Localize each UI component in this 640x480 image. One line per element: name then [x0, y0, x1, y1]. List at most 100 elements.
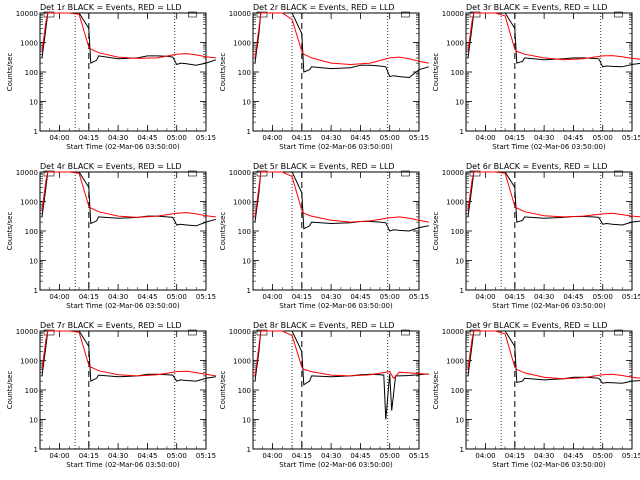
- x-tick-label: 05:15: [409, 134, 429, 142]
- y-tick-label: 1: [247, 446, 251, 454]
- y-tick-label: 10: [242, 99, 251, 107]
- panel-9: Det 9r BLACK = Events, RED = LLD 1 10 100 10…: [432, 321, 640, 469]
- panel-title: Det 2r BLACK = Events, RED = LLD: [253, 3, 395, 12]
- x-tick-label: 05:00: [167, 452, 187, 460]
- series-line-black: [41, 171, 216, 227]
- panel-5: Det 5r BLACK = Events, RED = LLD 1 10 100 10…: [219, 162, 429, 310]
- series-line-red: [467, 330, 640, 380]
- interval-box: [614, 329, 623, 336]
- y-tick-label: 1000: [233, 40, 251, 48]
- y-tick-label: 10: [455, 99, 464, 107]
- x-tick-label: 05:15: [409, 293, 429, 301]
- y-tick-label: 100: [25, 228, 38, 236]
- y-tick-label: 10000: [442, 10, 464, 18]
- y-tick-label: 100: [451, 69, 464, 77]
- plot-frame: [39, 330, 207, 450]
- interval-box: [188, 329, 197, 336]
- y-tick-label: 1000: [233, 358, 251, 366]
- series-line-black: [467, 330, 640, 384]
- x-tick-label: 05:15: [409, 452, 429, 460]
- panel-title: Det 7r BLACK = Events, RED = LLD: [40, 321, 182, 330]
- y-tick-label: 1: [34, 128, 38, 136]
- y-tick-label: 100: [238, 228, 251, 236]
- x-axis-label: Start Time (02-Mar-06 03:50:00): [492, 302, 606, 310]
- y-tick-label: 10000: [229, 328, 251, 336]
- plot-frame: [39, 12, 207, 132]
- x-axis-label: Start Time (02-Mar-06 03:50:00): [66, 302, 180, 310]
- y-tick-label: 1000: [446, 40, 464, 48]
- interval-box: [43, 170, 55, 177]
- y-tick-label: 1000: [446, 358, 464, 366]
- x-tick-label: 05:00: [380, 293, 400, 301]
- y-tick-label: 100: [25, 69, 38, 77]
- y-tick-label: 100: [238, 69, 251, 77]
- x-tick-label: 04:30: [321, 134, 341, 142]
- panel-1: Det 1r BLACK = Events, RED = LLD 1 10 100 10…: [6, 3, 216, 151]
- x-tick-label: 04:30: [534, 134, 554, 142]
- panel-title: Det 4r BLACK = Events, RED = LLD: [40, 162, 182, 171]
- y-axis-label: Counts/sec: [432, 212, 440, 251]
- panel-title: Det 3r BLACK = Events, RED = LLD: [466, 3, 608, 12]
- x-axis-label: Start Time (02-Mar-06 03:50:00): [492, 143, 606, 151]
- interval-box: [469, 170, 481, 177]
- interval-box: [256, 170, 268, 177]
- y-tick-label: 1000: [446, 199, 464, 207]
- y-tick-label: 10: [242, 417, 251, 425]
- y-tick-label: 10000: [16, 10, 38, 18]
- panel-3: Det 3r BLACK = Events, RED = LLD 1 10 100 10…: [432, 3, 640, 151]
- x-tick-label: 04:45: [350, 452, 370, 460]
- y-tick-label: 1: [460, 128, 464, 136]
- series-line-red: [41, 12, 216, 59]
- interval-box: [614, 170, 623, 177]
- y-tick-label: 1000: [233, 199, 251, 207]
- x-tick-label: 05:00: [167, 134, 187, 142]
- y-axis-label: Counts/sec: [432, 371, 440, 410]
- interval-box: [401, 329, 410, 336]
- x-tick-label: 05:15: [622, 293, 640, 301]
- x-tick-label: 05:15: [196, 452, 216, 460]
- x-tick-label: 05:00: [167, 293, 187, 301]
- x-tick-label: 04:00: [49, 293, 69, 301]
- y-tick-label: 10: [455, 417, 464, 425]
- panel-title: Det 6r BLACK = Events, RED = LLD: [466, 162, 608, 171]
- interval-box: [401, 170, 410, 177]
- series-line-black: [254, 171, 429, 232]
- series-line-red: [254, 12, 429, 66]
- x-tick-label: 04:45: [350, 134, 370, 142]
- x-axis-label: Start Time (02-Mar-06 03:50:00): [279, 143, 393, 151]
- x-tick-label: 04:45: [563, 293, 583, 301]
- y-tick-label: 1000: [20, 358, 38, 366]
- x-tick-label: 04:00: [262, 452, 282, 460]
- plot-frame: [465, 171, 633, 291]
- x-tick-label: 05:00: [593, 134, 613, 142]
- x-axis-label: Start Time (02-Mar-06 03:50:00): [279, 302, 393, 310]
- interval-box: [469, 329, 481, 336]
- panel-8: Det 8r BLACK = Events, RED = LLD 1 10 100 10…: [219, 321, 429, 469]
- series-line-red: [254, 330, 429, 380]
- x-tick-label: 04:00: [262, 134, 282, 142]
- y-tick-label: 100: [238, 387, 251, 395]
- x-axis-label: Start Time (02-Mar-06 03:50:00): [66, 461, 180, 469]
- x-tick-label: 05:15: [196, 134, 216, 142]
- panel-title: Det 8r BLACK = Events, RED = LLD: [253, 321, 395, 330]
- panel-2: Det 2r BLACK = Events, RED = LLD 1 10 100 10…: [219, 3, 429, 151]
- plot-frame: [39, 171, 207, 291]
- interval-box: [256, 11, 268, 18]
- interval-box: [43, 11, 55, 18]
- plot-frame: [252, 12, 420, 132]
- x-tick-label: 04:45: [137, 293, 157, 301]
- y-tick-label: 10000: [229, 169, 251, 177]
- x-tick-label: 04:45: [137, 452, 157, 460]
- x-tick-label: 04:15: [505, 134, 525, 142]
- y-tick-label: 100: [451, 387, 464, 395]
- y-tick-label: 10000: [16, 328, 38, 336]
- x-tick-label: 05:00: [380, 452, 400, 460]
- y-tick-label: 1: [34, 287, 38, 295]
- interval-box: [469, 11, 481, 18]
- plot-frame: [465, 330, 633, 450]
- y-axis-label: Counts/sec: [219, 212, 227, 251]
- y-tick-label: 1: [460, 446, 464, 454]
- x-tick-label: 04:45: [350, 293, 370, 301]
- panel-title: Det 1r BLACK = Events, RED = LLD: [40, 3, 182, 12]
